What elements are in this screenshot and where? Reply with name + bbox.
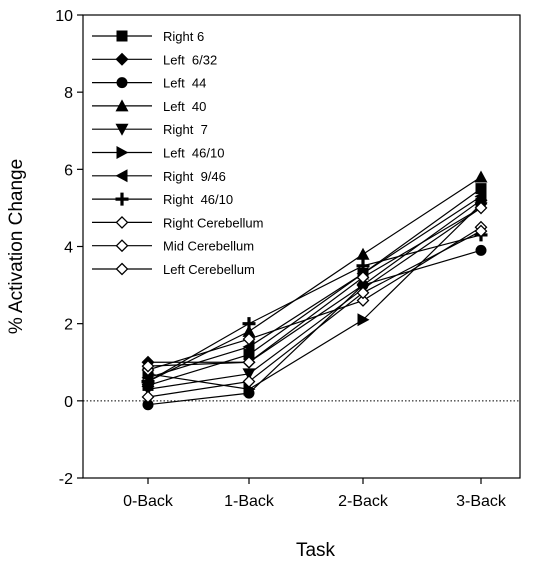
y-tick-label: 4 bbox=[64, 240, 73, 257]
legend-entry: Left Cerebellum bbox=[92, 262, 255, 277]
series-line bbox=[147, 234, 482, 383]
legend-entry: Left 46/10 bbox=[92, 146, 224, 161]
data-point bbox=[242, 324, 256, 337]
data-point bbox=[356, 294, 370, 307]
legend-marker bbox=[115, 99, 129, 112]
legend-entry: Right 46/10 bbox=[92, 192, 233, 207]
y-tick-label: 6 bbox=[64, 162, 73, 179]
series-line bbox=[147, 230, 482, 398]
data-point bbox=[141, 359, 155, 373]
data-point bbox=[243, 382, 256, 396]
legend: Right 6 Left 6/32 Left 44 Left 40 Right 7 Lef… bbox=[92, 29, 263, 277]
series-layer bbox=[141, 170, 488, 411]
series-line bbox=[147, 195, 482, 379]
legend-label: Left Cerebellum bbox=[163, 262, 255, 277]
legend-marker bbox=[115, 262, 129, 276]
plot-area bbox=[82, 14, 521, 479]
x-axis: 0-Back 1-Back 2-Back 3-Back bbox=[123, 478, 507, 510]
legend-label: Left 6/32 bbox=[163, 52, 217, 67]
legend-entry: Left 44 bbox=[92, 76, 206, 91]
legend-marker bbox=[116, 146, 129, 159]
legend-label: Right Cerebellum bbox=[163, 215, 263, 230]
legend-entry: Right 9/46 bbox=[92, 169, 226, 184]
data-point bbox=[141, 375, 155, 389]
legend-entry: Right 6 bbox=[92, 29, 204, 44]
legend-label: Left 40 bbox=[163, 99, 206, 114]
y-tick-label: 2 bbox=[64, 317, 73, 334]
data-point bbox=[242, 340, 255, 354]
series-4 bbox=[141, 202, 488, 396]
data-point bbox=[474, 224, 488, 238]
legend-label: Right 6 bbox=[163, 29, 204, 44]
data-point bbox=[356, 259, 370, 273]
data-point bbox=[141, 383, 155, 396]
legend-label: Left 46/10 bbox=[163, 146, 224, 161]
data-point bbox=[474, 189, 487, 203]
legend-marker bbox=[116, 30, 128, 42]
data-point bbox=[357, 313, 370, 327]
legend-label: Mid Cerebellum bbox=[163, 239, 254, 254]
data-point bbox=[243, 349, 255, 361]
data-point bbox=[142, 399, 154, 411]
legend-entry: Left 6/32 bbox=[92, 52, 217, 67]
legend-label: Right 7 bbox=[163, 122, 208, 137]
legend-marker bbox=[115, 169, 128, 183]
legend-entry: Right Cerebellum bbox=[92, 215, 263, 230]
data-point bbox=[242, 375, 256, 388]
series-line bbox=[147, 203, 482, 390]
series-line bbox=[147, 207, 482, 367]
legend-marker bbox=[115, 52, 129, 66]
data-point bbox=[356, 247, 370, 260]
data-point bbox=[475, 183, 487, 195]
series-9 bbox=[141, 224, 488, 404]
data-point bbox=[242, 355, 256, 369]
data-point bbox=[475, 244, 487, 256]
x-tick-label: 3-Back bbox=[456, 493, 507, 510]
data-point bbox=[242, 368, 256, 381]
legend-marker bbox=[115, 123, 129, 136]
y-tick-label: -2 bbox=[59, 471, 73, 488]
x-axis-title: Task bbox=[296, 540, 336, 561]
legend-marker bbox=[115, 239, 129, 253]
series-line bbox=[147, 176, 482, 383]
series-line bbox=[147, 188, 482, 386]
y-tick-label: 0 bbox=[64, 394, 73, 411]
data-point bbox=[474, 201, 488, 215]
data-point bbox=[141, 390, 155, 404]
y-tick-label: 10 bbox=[55, 8, 73, 25]
series-line bbox=[147, 249, 482, 406]
data-point bbox=[356, 286, 370, 300]
series-10 bbox=[141, 201, 488, 373]
legend-marker bbox=[115, 192, 129, 206]
x-tick-label: 0-Back bbox=[123, 493, 174, 510]
data-point bbox=[356, 270, 370, 284]
legend-entry: Left 40 bbox=[92, 99, 206, 114]
data-point bbox=[242, 317, 256, 331]
y-tick-label: 8 bbox=[64, 85, 73, 102]
y-axis: -2 0 2 4 6 8 10 bbox=[55, 8, 83, 488]
x-tick-label: 1-Back bbox=[224, 493, 275, 510]
data-point bbox=[242, 332, 256, 346]
data-point bbox=[474, 170, 488, 183]
legend-entry: Mid Cerebellum bbox=[92, 239, 254, 254]
legend-marker bbox=[116, 77, 128, 89]
y-axis-title: % Activation Change bbox=[6, 159, 27, 334]
legend-marker bbox=[115, 215, 129, 229]
x-tick-label: 2-Back bbox=[338, 493, 389, 510]
legend-label: Left 44 bbox=[163, 76, 206, 91]
legend-label: Right 9/46 bbox=[163, 169, 226, 184]
legend-entry: Right 7 bbox=[92, 122, 208, 137]
legend-label: Right 46/10 bbox=[163, 192, 233, 207]
